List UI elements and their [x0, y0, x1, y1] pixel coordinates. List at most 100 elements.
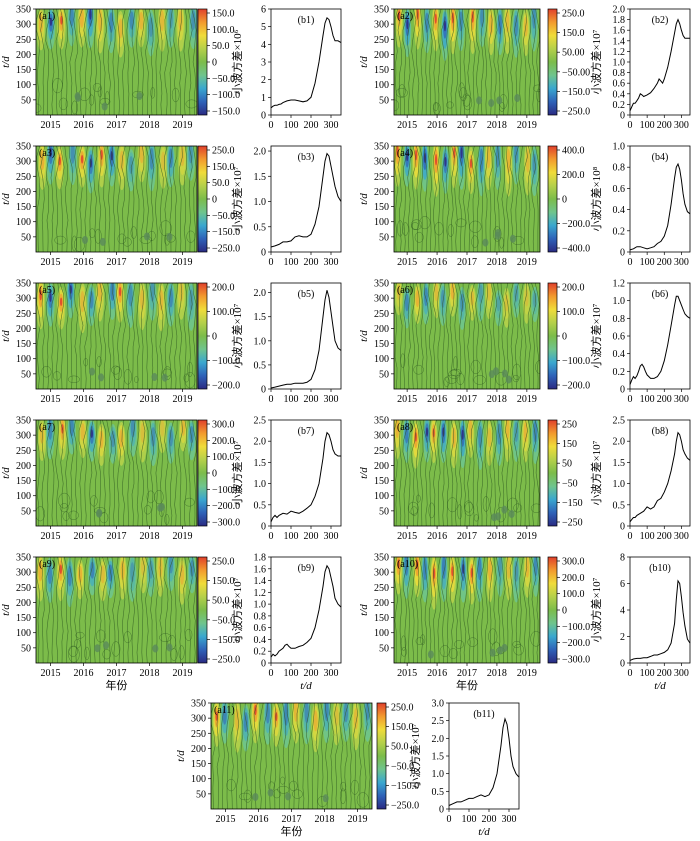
contour-loop [73, 237, 85, 252]
contour-line [154, 9, 159, 115]
y-tick-label: 2.0 [254, 147, 267, 158]
x-tick-label: 300 [324, 668, 339, 679]
contour-loop [463, 95, 473, 111]
contour-dark-spot [151, 373, 158, 382]
contour-blob [495, 420, 504, 466]
contour-line [423, 420, 429, 526]
contour-blob-max [469, 158, 473, 169]
contour-dark-spot [136, 92, 143, 101]
contour-line [178, 557, 183, 663]
contour-line [402, 420, 407, 526]
contour-blob-peak [148, 560, 154, 579]
colorbar-tick-label: −250.0 [562, 107, 590, 118]
contour-loop [226, 778, 236, 792]
contour-line [415, 420, 420, 526]
contour-line [84, 557, 88, 663]
contour-blob-peak [189, 289, 194, 311]
x-tick-label: 200 [657, 120, 672, 131]
contour-panel-label: (a2) [397, 11, 413, 22]
y-tick-label: 250 [374, 309, 389, 320]
y-tick-label: 0.6 [254, 623, 267, 634]
y-tick-label: 300 [16, 157, 31, 168]
colorbar-tick-label: −300.0 [562, 655, 590, 666]
y-axis-label: t/d [0, 467, 12, 479]
contour-line [432, 9, 436, 115]
contour-line [462, 283, 467, 389]
colorbar-tick-label: 50.00 [562, 48, 585, 59]
y-axis-label: t/d [358, 604, 370, 616]
contour-line [55, 9, 60, 115]
colorbar-tick-label: −250 [562, 518, 583, 529]
y-tick-label: 2.5 [254, 416, 267, 427]
y-tick-label: 100 [374, 80, 389, 91]
variance-curve [629, 18, 690, 112]
y-tick-label: 150 [16, 339, 31, 350]
contour-blob [166, 557, 176, 592]
contour-loop [292, 789, 303, 799]
contour-dark-spot [143, 232, 150, 241]
contour-line [98, 283, 103, 389]
contour-blob-core [139, 557, 147, 584]
contour-blob-peak [118, 18, 123, 39]
contour-line [45, 283, 50, 389]
contour-loop [470, 359, 482, 374]
contour-blob-max [406, 19, 409, 30]
contour-line [394, 420, 398, 526]
contour-blob [512, 146, 520, 185]
contour-line [131, 9, 136, 115]
y-tick-label: 1.5 [254, 312, 267, 323]
contour-line [78, 420, 83, 526]
contour-loop [512, 363, 522, 381]
contour-blob-core [177, 9, 184, 41]
y-tick-label: 2.0 [432, 734, 445, 745]
variance-panel-3: (b3) 0 0.5 1.0 1.5 2.0 0 100 200 300 小波方差×10⁷ [230, 145, 342, 268]
y-tick-label: 150 [16, 613, 31, 624]
contour-line [407, 557, 412, 663]
contour-blob-peak [90, 561, 95, 579]
contour-loop [111, 365, 121, 375]
contour-blob [476, 283, 485, 322]
contour-line [415, 9, 420, 115]
contour-line [523, 283, 528, 389]
contour-loop [154, 490, 164, 505]
contour-loop [449, 368, 462, 377]
y-tick-label: 350 [16, 416, 31, 427]
colorbar-tick-label: −250.0 [212, 244, 240, 255]
contour-line [102, 283, 107, 389]
variance-y-label: 小波方差×10⁷ [230, 440, 244, 505]
contour-line [479, 283, 484, 389]
contour-loop [52, 78, 63, 94]
x-tick-label: 2019 [173, 668, 193, 679]
contour-line [506, 146, 510, 252]
x-tick-label: 200 [304, 668, 319, 679]
variance-frame [270, 556, 342, 664]
colorbar-tick-label: 100.0 [562, 307, 585, 318]
contour-line [411, 9, 417, 115]
contour-line [509, 420, 514, 526]
x-axis-label: t/d [478, 826, 490, 838]
contour-loop [395, 87, 408, 98]
y-tick-label: 1 [261, 93, 266, 104]
contour-blob-max [434, 13, 437, 24]
variance-curve [270, 431, 341, 523]
contour-blob [494, 289, 503, 327]
contour-line [282, 703, 287, 809]
contour-line [78, 557, 83, 663]
contour-blob [530, 9, 538, 52]
y-tick-label: 3 [261, 58, 266, 69]
x-tick-label: 300 [674, 257, 689, 268]
colorbar-tick-label: 100.0 [212, 452, 235, 463]
y-tick-label: 150 [16, 202, 31, 213]
x-tick-label: 2017 [107, 668, 127, 679]
contour-line [457, 557, 463, 663]
contour-line [419, 146, 424, 252]
y-tick-label: 200 [16, 461, 31, 472]
contour-loop [434, 222, 444, 236]
contour-line [154, 283, 159, 389]
contour-line [449, 283, 455, 389]
contour-blob-max [461, 429, 464, 440]
y-tick-label: 350 [374, 5, 389, 16]
contour-line [450, 557, 454, 663]
contour-loop [183, 373, 190, 383]
contour-line [55, 283, 60, 389]
